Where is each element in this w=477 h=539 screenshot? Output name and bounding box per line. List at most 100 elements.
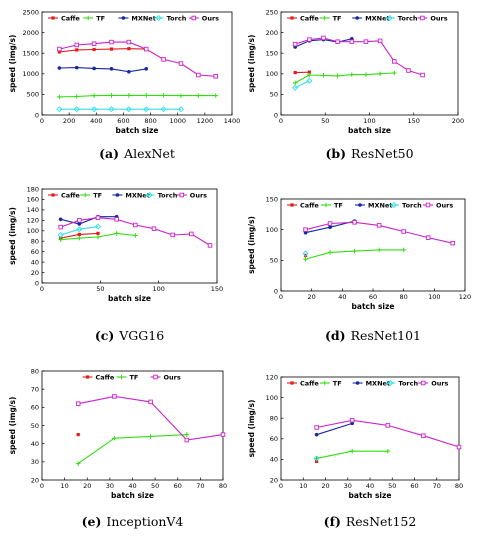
x-tick-label: 400: [90, 117, 102, 125]
point-ours-4: [126, 39, 132, 45]
series-line-tf: [77, 434, 187, 465]
y-tick-label: 100: [266, 394, 278, 402]
point-torch-7: [177, 106, 185, 113]
legend-entry-caffe: Caffe: [61, 14, 80, 22]
point-torch-legend: [155, 14, 162, 22]
caption-tag: (f): [324, 514, 341, 529]
point-mxnet-0: [58, 217, 63, 222]
x-tick-label: 70: [196, 482, 204, 490]
point-mxnet-1: [74, 65, 79, 70]
y-axis-label: speed (img/s): [8, 207, 17, 265]
series-ours: [303, 220, 455, 246]
point-ours-3: [335, 39, 340, 44]
caption-model-name: ResNet152: [346, 514, 416, 529]
point-mxnet-5: [144, 67, 149, 71]
x-tick-label: 1400: [224, 117, 241, 125]
panel-caption: (d) ResNet101: [325, 328, 421, 343]
point-ours-8: [207, 243, 213, 248]
x-axis-label: batch size: [111, 491, 154, 500]
x-tick-label: 150: [211, 285, 223, 293]
series-torch: [302, 250, 309, 257]
point-ours-7: [189, 231, 194, 237]
legend-entry-ours: Ours: [430, 14, 447, 22]
point-tf-6: [161, 93, 166, 98]
legend-entry-caffe: Caffe: [96, 373, 115, 381]
y-tick-label: 100: [266, 226, 278, 234]
legend-entry-caffe: Caffe: [61, 191, 80, 199]
y-tick-label: 1500: [22, 50, 39, 58]
x-tick-label: 50: [96, 285, 104, 293]
series-torch: [292, 77, 313, 91]
plot-frame: [41, 11, 233, 116]
y-tick-label: 50: [31, 422, 39, 430]
point-ours-4: [401, 229, 406, 234]
point-caffe-legend: [290, 16, 294, 20]
y-tick-label: 150: [266, 195, 278, 203]
caption-tag: (e): [82, 514, 102, 529]
series-line-torch: [294, 80, 310, 89]
point-tf-3: [109, 93, 114, 98]
legend-entry-ours: Ours: [190, 191, 207, 199]
series-line-ours: [60, 217, 211, 246]
y-axis-label: speed (img/s): [247, 400, 256, 458]
series-tf: [57, 93, 219, 100]
point-ours-6: [170, 232, 175, 238]
point-caffe-1: [77, 232, 81, 237]
legend-entry-torch: Torch: [167, 14, 187, 22]
point-ours-legend: [420, 380, 426, 386]
series-ours: [58, 215, 213, 248]
caption-model-name: InceptionV4: [106, 514, 183, 529]
point-ours-5: [151, 226, 157, 231]
x-tick-label: 0: [279, 293, 283, 301]
y-tick-label: 0: [35, 111, 39, 119]
point-torch-2: [94, 223, 102, 230]
x-tick-label: 1000: [169, 117, 186, 125]
point-ours-6: [377, 38, 383, 44]
point-caffe-1: [307, 70, 311, 74]
x-tick-label: 50: [388, 482, 396, 490]
y-tick-label: 180: [27, 185, 39, 193]
point-mxnet-1: [77, 222, 82, 226]
y-tick-label: 40: [270, 456, 278, 464]
series-torch: [313, 455, 320, 462]
point-ours-2: [385, 423, 391, 428]
point-ours-1: [112, 394, 117, 399]
x-tick-label: 200: [452, 117, 464, 125]
legend-entry-mxnet: MXNet: [368, 201, 392, 209]
point-tf-5: [363, 72, 369, 77]
point-ours-4: [456, 444, 462, 450]
point-tf-2: [91, 93, 97, 98]
point-tf-legend: [119, 374, 124, 380]
y-axis-label: speed (img/s): [247, 35, 256, 93]
point-tf-2: [148, 434, 153, 439]
y-tick-label: 20: [31, 476, 39, 484]
point-caffe-0: [293, 70, 297, 75]
legend-entry-tf: TF: [333, 14, 342, 22]
point-ours-5: [363, 39, 369, 44]
caption-model-name: ResNet101: [351, 328, 421, 343]
point-ours-0: [75, 401, 81, 406]
x-tick-label: 20: [308, 293, 316, 301]
point-ours-7: [178, 61, 184, 66]
point-tf-0: [75, 461, 81, 466]
x-tick-label: 120: [459, 293, 471, 301]
point-ours-2: [95, 215, 101, 220]
y-tick-label: 60: [31, 404, 39, 412]
point-torch-0: [57, 231, 64, 238]
legend: Caffe TF MXNet Torch Ours: [48, 14, 219, 22]
point-mxnet-2: [92, 66, 96, 71]
point-ours-3: [376, 223, 382, 228]
legend: Caffe TF MXNet Torch Ours: [287, 14, 448, 22]
series-tf: [303, 247, 406, 262]
point-caffe-legend: [290, 381, 294, 385]
point-ours-legend: [420, 15, 425, 21]
x-tick-label: 10: [299, 482, 307, 490]
y-tick-label: 2000: [22, 29, 39, 37]
series-torch: [57, 223, 102, 238]
point-tf-8: [196, 93, 201, 98]
x-tick-label: 60: [174, 482, 182, 490]
plot-frame: [280, 198, 466, 292]
y-tick-label: 0: [274, 111, 278, 119]
point-tf-1: [112, 435, 117, 441]
